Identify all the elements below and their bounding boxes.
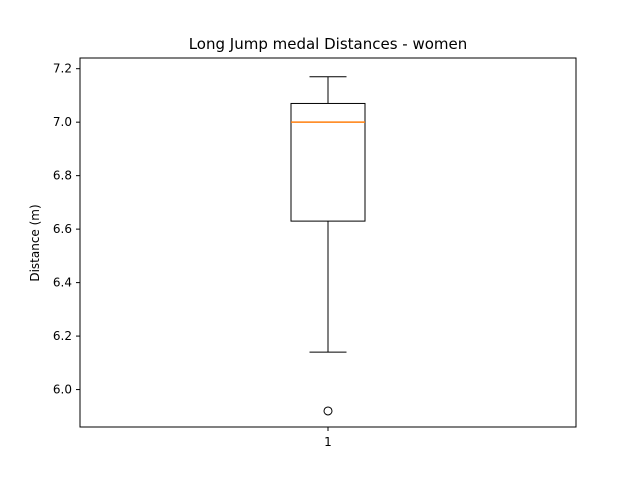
box-series: [290, 76, 366, 416]
outlier-point: [323, 406, 333, 416]
x-tick-label: 1: [324, 435, 332, 449]
y-tick-label: 6.8: [53, 169, 72, 183]
y-tick-label: 7.2: [53, 62, 72, 76]
box-iqr: [290, 102, 366, 222]
y-tick-label: 7.0: [53, 115, 72, 129]
x-axis-ticks: 1: [324, 427, 332, 449]
y-tick-label: 6.6: [53, 222, 72, 236]
y-tick-label: 6.4: [53, 276, 72, 290]
y-tick-label: 6.2: [53, 329, 72, 343]
y-axis-ticks: 6.0 6.2 6.4 6.6 6.8 7.0 7.2: [53, 62, 80, 397]
chart-title: Long Jump medal Distances - women: [189, 35, 468, 53]
y-axis-label: Distance (m): [28, 204, 42, 281]
y-tick-label: 6.0: [53, 383, 72, 397]
